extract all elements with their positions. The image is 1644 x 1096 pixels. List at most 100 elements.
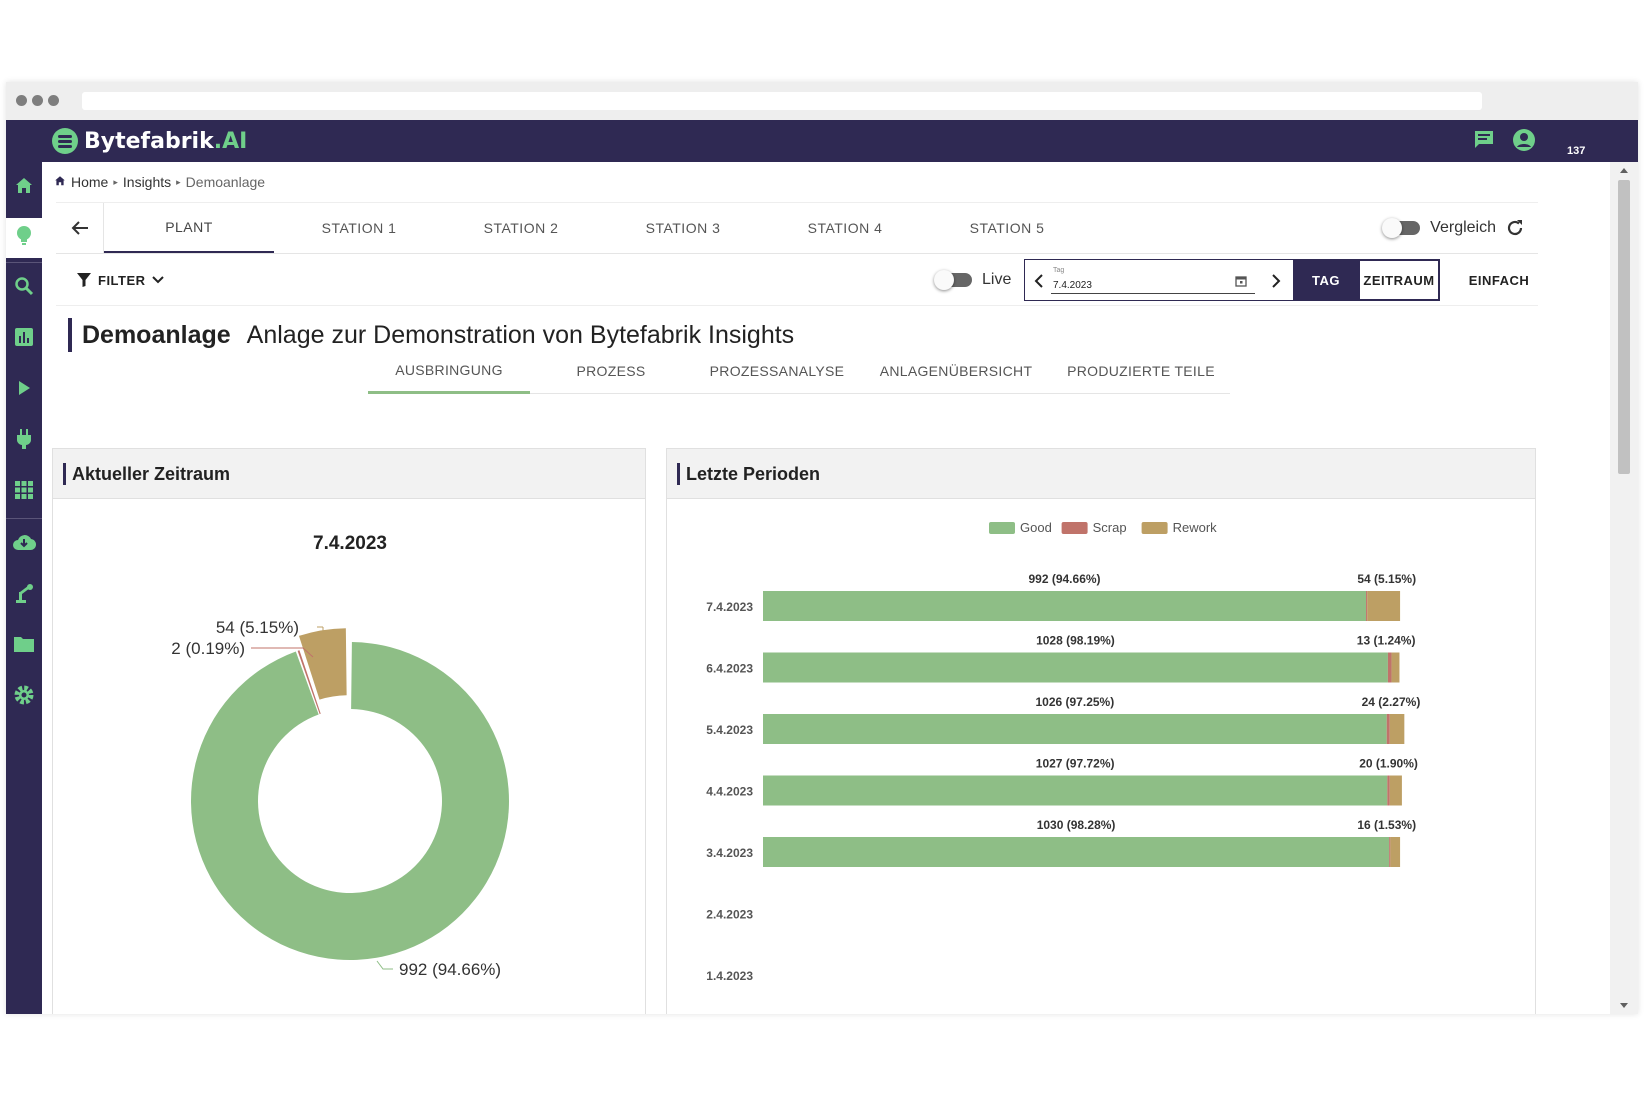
slice-label-good: 992 (94.66%) (399, 960, 501, 979)
messages-icon[interactable] (1472, 128, 1496, 157)
top-bar: Bytefabrik.AI 137 (6, 120, 1638, 162)
lightbulb-icon (14, 225, 34, 252)
date-field-value[interactable]: 7.4.2023 (1053, 280, 1092, 291)
content-tabs: AUSBRINGUNG PROZESS PROZESSANALYSE ANLAG… (368, 348, 1230, 394)
logo-text: Bytefabrik.AI (84, 128, 248, 154)
home-icon[interactable] (54, 174, 66, 190)
compare-label: Vergleich (1430, 219, 1496, 236)
sidebar-item-connectors[interactable] (6, 421, 42, 461)
logo-mark-icon (52, 128, 78, 154)
panel-title: Aktueller Zeitraum (63, 462, 230, 485)
bar-segment-rework[interactable] (1391, 652, 1400, 683)
chevron-right-icon: ▸ (176, 176, 181, 187)
vertical-scrollbar[interactable] (1610, 162, 1638, 1014)
bar-segment-good[interactable] (763, 775, 1388, 806)
bar-segment-rework[interactable] (1390, 837, 1401, 867)
bar-segment-rework[interactable] (1389, 775, 1402, 806)
tab-ausbringung[interactable]: AUSBRINGUNG (368, 348, 530, 394)
bar-segment-rework[interactable] (1389, 714, 1405, 744)
arrow-left-icon (71, 221, 88, 235)
home-icon (14, 176, 34, 201)
sidebar (6, 162, 42, 1014)
sidebar-item-cloud[interactable] (6, 524, 42, 564)
filter-bar: FILTER Live Tag 7.4.2023 TAG ZEITRAUM EI… (56, 254, 1538, 306)
simple-button[interactable]: EINFACH (1468, 272, 1530, 288)
bar-segment-scrap[interactable] (1366, 591, 1368, 621)
compare-toggle[interactable] (1382, 218, 1421, 238)
axis-tick-label: 5.4.2023 (706, 723, 753, 737)
axis-tick-label: 2.4.2023 (706, 908, 753, 922)
bar-segment-scrap[interactable] (1386, 714, 1390, 744)
day-button[interactable]: TAG (1294, 259, 1358, 301)
back-button[interactable] (56, 203, 104, 253)
bar-label-rework: 13 (1.24%) (1357, 634, 1416, 648)
breadcrumb-insights[interactable]: Insights (122, 174, 172, 190)
tab-prozess[interactable]: PROZESS (576, 363, 646, 379)
slice-label-scrap: 2 (0.19%) (171, 639, 245, 658)
chevron-left-icon[interactable] (1034, 274, 1044, 288)
calendar-icon[interactable] (1235, 275, 1247, 287)
date-picker[interactable]: Tag 7.4.2023 (1024, 259, 1294, 301)
sidebar-item-settings[interactable] (6, 677, 42, 717)
scroll-up-arrow-icon[interactable] (1620, 168, 1628, 173)
tab-station-3[interactable]: STATION 3 (645, 220, 721, 236)
legend-swatch-good[interactable] (989, 522, 1015, 534)
bar-segment-scrap[interactable] (1389, 837, 1391, 867)
legend-label-good[interactable]: Good (1020, 520, 1052, 535)
scroll-thumb[interactable] (1618, 180, 1630, 474)
tab-station-4[interactable]: STATION 4 (807, 220, 883, 236)
donut-slice-rework[interactable] (298, 628, 347, 700)
bar-label-rework: 20 (1.90%) (1359, 757, 1418, 771)
donut-slice-scrap[interactable] (297, 650, 321, 715)
live-toggle[interactable] (934, 270, 972, 290)
panel-last-periods: Letzte Perioden Good Scrap Rework 7.4.2023 9… (666, 448, 1536, 1014)
breadcrumb-home[interactable]: Home (71, 174, 109, 190)
bar-segment-rework[interactable] (1367, 591, 1401, 621)
settings-gear-icon (13, 684, 35, 711)
apps-grid-icon (14, 480, 34, 505)
refresh-icon[interactable] (1506, 219, 1524, 237)
sidebar-item-search[interactable] (6, 268, 42, 308)
bar-segment-good[interactable] (763, 714, 1387, 744)
bar-label-good: 1030 (98.28%) (1037, 818, 1116, 832)
tab-prozessanalyse[interactable]: PROZESSANALYSE (709, 363, 845, 379)
bar-segment-scrap[interactable] (1387, 775, 1390, 806)
tab-produzierte-teile[interactable]: PRODUZIERTE TEILE (1067, 363, 1215, 379)
bar-segment-good[interactable] (763, 652, 1388, 683)
tab-plant[interactable]: PLANT (104, 203, 274, 253)
sidebar-item-apps[interactable] (6, 472, 42, 512)
donut-slice-good[interactable] (190, 642, 509, 960)
filter-button[interactable]: FILTER (76, 254, 164, 306)
bar-segment-good[interactable] (763, 837, 1390, 867)
legend-swatch-scrap[interactable] (1061, 522, 1088, 534)
sidebar-item-home[interactable] (6, 168, 42, 208)
legend-swatch-rework[interactable] (1141, 522, 1168, 534)
folder-icon (13, 635, 35, 658)
sidebar-item-robot[interactable] (6, 575, 42, 615)
sidebar-item-files[interactable] (6, 626, 42, 666)
bar-segment-scrap[interactable] (1387, 652, 1392, 683)
app-logo[interactable]: Bytefabrik.AI (52, 126, 247, 156)
live-label: Live (982, 271, 1012, 288)
chevron-right-icon[interactable] (1271, 274, 1281, 288)
legend-label-rework[interactable]: Rework (1173, 520, 1218, 535)
bar-label-good: 1027 (97.72%) (1036, 757, 1115, 771)
tab-station-2[interactable]: STATION 2 (483, 220, 559, 236)
address-bar[interactable] (82, 92, 1482, 110)
tab-anlagenuebersicht[interactable]: ANLAGENÜBERSICHT (879, 363, 1033, 379)
browser-chrome (6, 82, 1638, 120)
sidebar-item-insights[interactable] (6, 218, 42, 258)
tab-station-5[interactable]: STATION 5 (969, 220, 1045, 236)
bar-label-rework: 16 (1.53%) (1357, 818, 1416, 832)
bar-label-good: 1026 (97.25%) (1035, 695, 1114, 709)
tab-station-1[interactable]: STATION 1 (321, 220, 397, 236)
account-icon[interactable] (1512, 128, 1536, 157)
breadcrumb-current: Demoanlage (185, 174, 266, 190)
legend-label-scrap[interactable]: Scrap (1093, 520, 1127, 535)
axis-tick-label: 1.4.2023 (706, 969, 753, 983)
period-button[interactable]: ZEITRAUM (1358, 259, 1440, 301)
sidebar-item-analytics[interactable] (6, 319, 42, 359)
sidebar-item-play[interactable] (6, 370, 42, 410)
scroll-down-arrow-icon[interactable] (1620, 1003, 1628, 1008)
bar-segment-good[interactable] (763, 591, 1367, 621)
